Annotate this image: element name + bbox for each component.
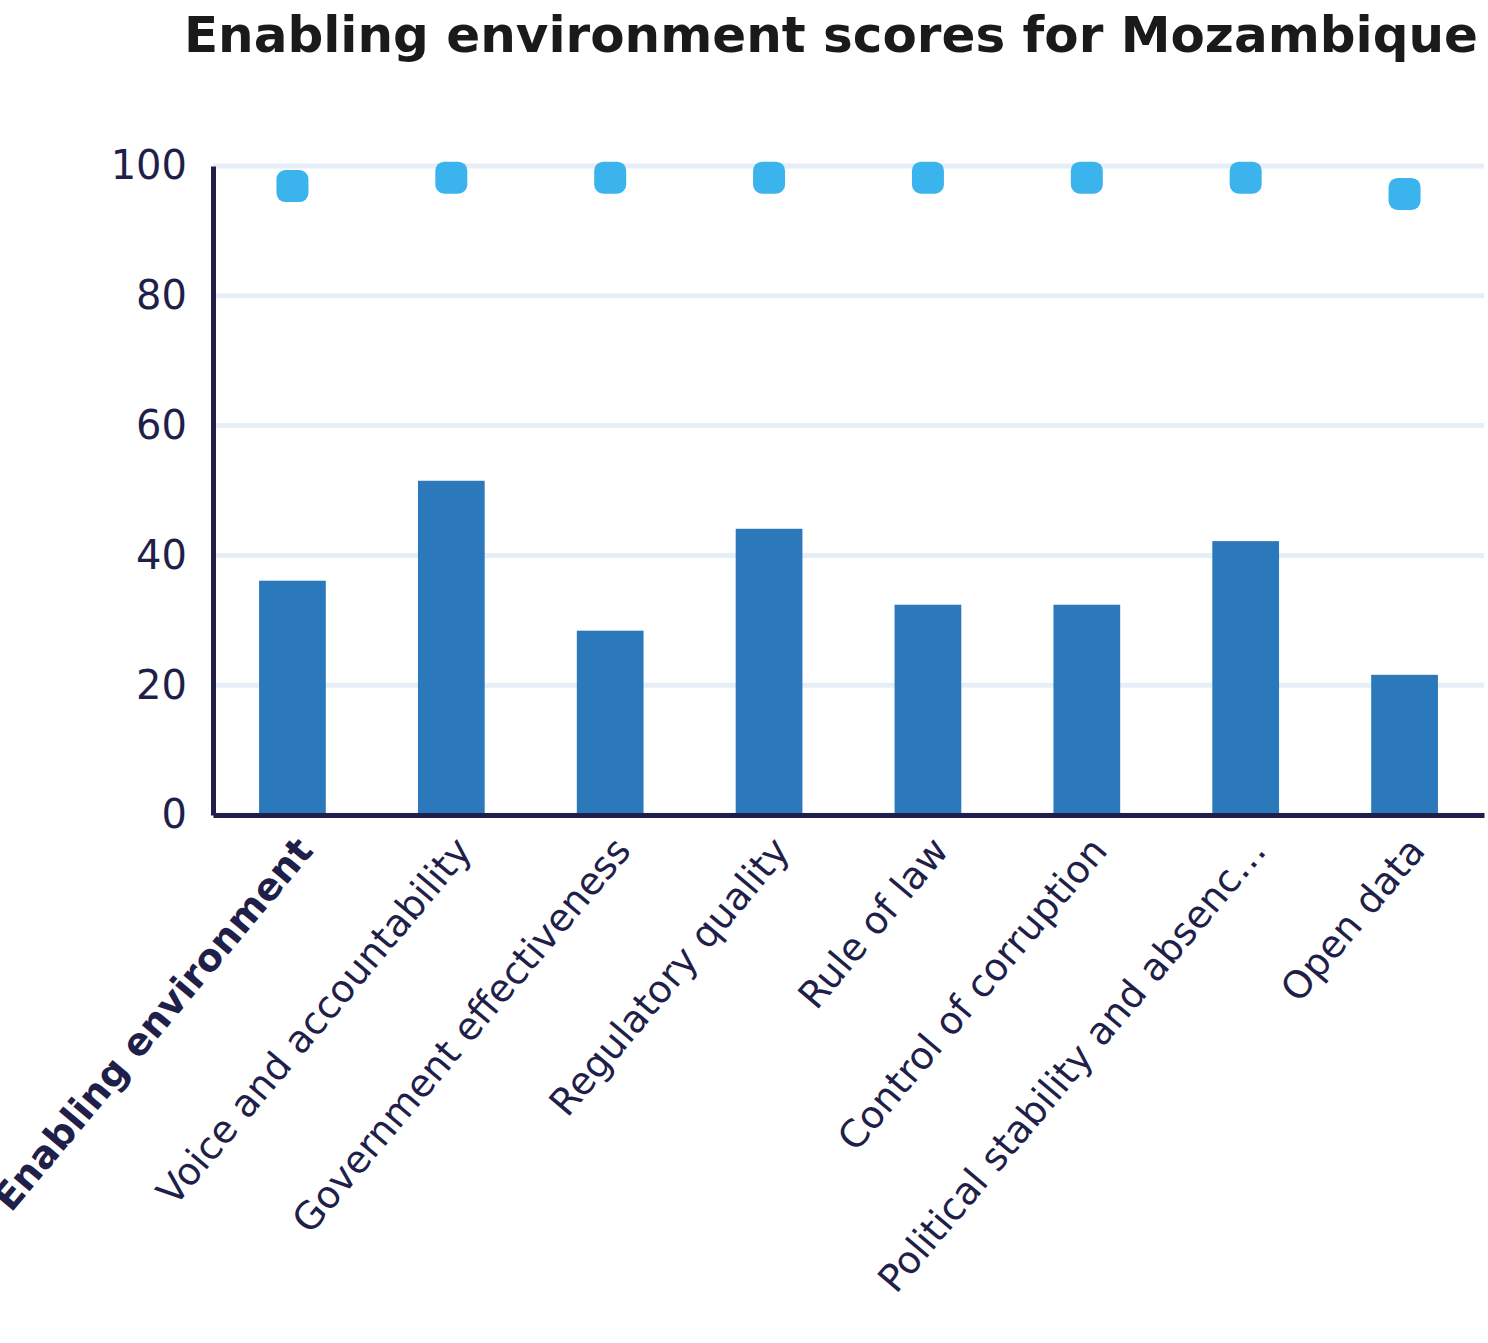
series — [259, 481, 1438, 815]
x-tick: Voice and accountability — [148, 815, 480, 1213]
grid-line — [213, 423, 1484, 428]
bar — [895, 605, 962, 815]
bar — [1053, 605, 1120, 815]
y-tick: 100 — [111, 142, 213, 188]
bar — [1212, 541, 1279, 815]
y-tick-label: 20 — [136, 662, 187, 708]
grid-line — [213, 293, 1484, 298]
x-tick: Rule of law — [789, 815, 957, 1017]
marker — [276, 170, 308, 202]
marker — [1389, 178, 1421, 210]
x-tick-label: Rule of law — [789, 829, 957, 1017]
bar — [1371, 675, 1438, 815]
x-axis-line — [214, 813, 1485, 818]
x-tick-label: Political stability and absenc… — [869, 829, 1275, 1300]
x-axis: Enabling environmentVoice and accountabi… — [0, 815, 1485, 1301]
marker — [753, 162, 785, 194]
x-tick: Political stability and absenc… — [869, 815, 1275, 1301]
marker — [1230, 162, 1262, 194]
chart: Enabling environment scores for Mozambiq… — [0, 0, 1488, 1343]
x-tick: Regulatory quality — [540, 815, 798, 1124]
grid — [213, 166, 1484, 815]
marker — [912, 162, 944, 194]
marker — [594, 162, 626, 194]
y-tick: 60 — [136, 402, 213, 448]
y-tick-label: 40 — [136, 532, 187, 578]
y-tick-label: 100 — [111, 142, 187, 188]
bar — [736, 529, 803, 815]
series — [276, 162, 1420, 210]
grid-line — [213, 813, 1484, 818]
bar — [577, 631, 644, 815]
y-tick: 20 — [136, 662, 213, 708]
y-tick-label: 60 — [136, 402, 187, 448]
x-tick-label: Regulatory quality — [540, 829, 798, 1124]
bar — [259, 581, 326, 815]
bar — [418, 481, 485, 815]
y-tick-label: 0 — [162, 791, 187, 837]
y-tick: 40 — [136, 532, 213, 578]
x-tick: Control of corruption — [829, 815, 1116, 1159]
y-tick-label: 80 — [136, 272, 187, 318]
y-tick: 0 — [162, 791, 213, 837]
marker — [1071, 162, 1103, 194]
x-tick-label: Control of corruption — [829, 829, 1116, 1159]
plot: 0 20 40 60 80 100 Enabling environmentVoice an… — [0, 142, 1485, 1300]
x-tick: Open data — [1272, 815, 1434, 1010]
x-tick: Enabling environment — [0, 815, 322, 1219]
y-tick: 80 — [136, 272, 213, 318]
grid-line — [213, 553, 1484, 558]
x-tick: Government effectiveness — [283, 815, 639, 1241]
grid-line — [213, 683, 1484, 688]
grid-line — [213, 164, 1484, 169]
x-tick-label: Government effectiveness — [283, 829, 639, 1241]
x-tick-label: Open data — [1272, 829, 1434, 1010]
y-axis-line — [211, 167, 216, 816]
x-tick-label: Voice and accountability — [148, 829, 480, 1213]
marks — [259, 162, 1438, 815]
y-axis: 0 20 40 60 80 100 — [111, 142, 214, 837]
x-tick-label: Enabling environment — [0, 829, 322, 1219]
marker — [435, 162, 467, 194]
title: Enabling environment scores for Mozambiq… — [184, 6, 1478, 64]
